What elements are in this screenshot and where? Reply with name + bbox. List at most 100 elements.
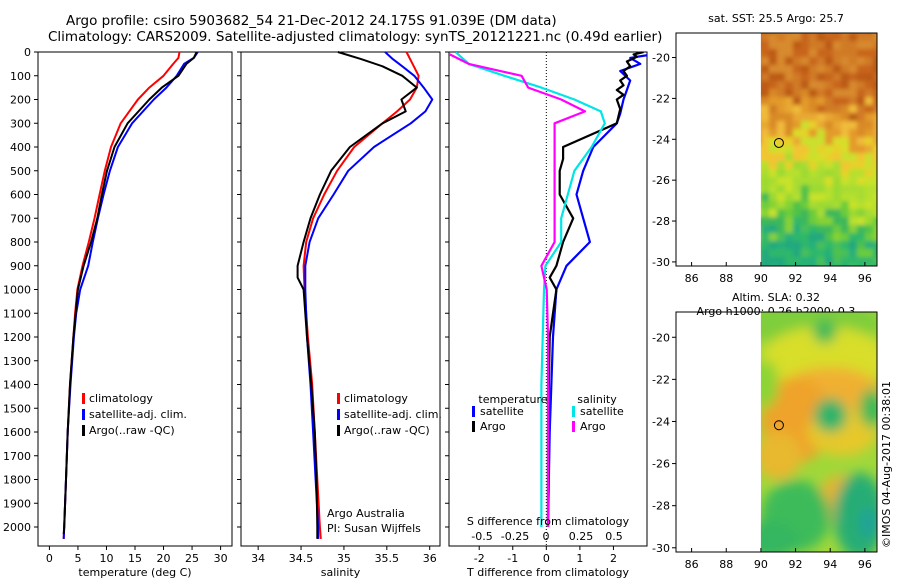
sst-cell bbox=[816, 145, 826, 154]
sst-cell bbox=[784, 49, 794, 58]
sal-legend-label: Argo(..raw -QC) bbox=[344, 424, 430, 437]
sst-cell bbox=[768, 209, 778, 218]
sst-cell bbox=[824, 121, 834, 130]
sst-cell bbox=[808, 89, 818, 98]
sal-legend-label: climatology bbox=[344, 392, 408, 405]
sst-cell bbox=[816, 33, 826, 42]
sst-cell bbox=[872, 193, 877, 202]
sst-cell bbox=[872, 217, 877, 226]
sst-cell bbox=[784, 105, 794, 114]
sst-cell bbox=[832, 49, 842, 58]
sst-cell bbox=[760, 153, 770, 162]
diff-S-tick-label: 0.25 bbox=[569, 530, 594, 543]
sst-cell bbox=[824, 105, 834, 114]
sst-cell bbox=[792, 145, 802, 154]
sst-cell bbox=[848, 121, 858, 130]
temp-legend-swatch bbox=[82, 393, 85, 404]
depth-tick-label: 600 bbox=[10, 189, 31, 202]
sst-cell bbox=[808, 57, 818, 66]
sst-cell bbox=[856, 113, 866, 122]
sst-cell bbox=[824, 97, 834, 106]
sst-cell bbox=[800, 249, 810, 258]
sst-cell bbox=[760, 185, 762, 194]
sst-cell bbox=[760, 241, 762, 250]
sst-cell bbox=[824, 233, 834, 242]
sst-cell bbox=[776, 121, 786, 130]
diff-T-tick-label: -1 bbox=[507, 552, 518, 565]
sst-cell bbox=[808, 153, 818, 162]
sst-cell bbox=[784, 137, 794, 146]
sst-cell bbox=[760, 145, 762, 154]
sst-cell bbox=[824, 137, 834, 146]
sst-cell bbox=[792, 81, 802, 90]
sst-cell bbox=[816, 49, 826, 58]
sst-cell bbox=[776, 89, 786, 98]
sst-cell bbox=[792, 113, 802, 122]
sst-cell bbox=[872, 81, 877, 90]
argo-position-marker bbox=[773, 137, 784, 148]
sst-cell bbox=[792, 153, 802, 162]
sst-cell bbox=[760, 57, 762, 66]
sla-blob bbox=[859, 388, 877, 428]
sst-cell bbox=[808, 233, 818, 242]
sst-cell bbox=[864, 73, 874, 82]
sst-cell bbox=[864, 257, 874, 266]
sst-cell bbox=[840, 129, 850, 138]
sst-cell bbox=[840, 81, 850, 90]
sst-cell bbox=[808, 137, 818, 146]
sst-cell bbox=[824, 57, 834, 66]
sst-cell bbox=[864, 121, 874, 130]
sst-cell bbox=[840, 185, 850, 194]
sst-cell bbox=[816, 121, 826, 130]
temp-series-satellite bbox=[62, 51, 199, 539]
sst-cell bbox=[824, 257, 834, 266]
sst-cell bbox=[816, 257, 826, 266]
sst-cell bbox=[856, 193, 866, 202]
sst-cell bbox=[760, 249, 770, 258]
sst-cell bbox=[816, 57, 826, 66]
sst-cell bbox=[776, 225, 786, 234]
sst_map-field bbox=[760, 33, 890, 266]
sst-cell bbox=[832, 57, 842, 66]
sst-cell bbox=[784, 73, 794, 82]
sst-cell bbox=[768, 145, 778, 154]
sst-cell bbox=[872, 169, 877, 178]
sst-cell bbox=[792, 217, 802, 226]
sst-cell bbox=[840, 161, 850, 170]
sst-cell bbox=[800, 65, 810, 74]
sst-cell bbox=[864, 193, 874, 202]
sst-cell bbox=[808, 113, 818, 122]
sst-cell bbox=[832, 233, 842, 242]
sal-x-tick-label: 36 bbox=[423, 552, 437, 565]
sst-cell bbox=[776, 249, 786, 258]
temp-x-tick-label: 10 bbox=[99, 552, 113, 565]
sst-cell bbox=[792, 161, 802, 170]
sst-cell bbox=[856, 185, 866, 194]
sst-cell bbox=[824, 217, 834, 226]
sst-cell bbox=[816, 65, 826, 74]
sst-cell bbox=[784, 153, 794, 162]
sst-cell bbox=[832, 217, 842, 226]
sst-cell bbox=[760, 225, 770, 234]
sst-cell bbox=[816, 153, 826, 162]
sst-cell bbox=[816, 105, 826, 114]
sst-cell bbox=[816, 169, 826, 178]
sst-cell bbox=[760, 121, 770, 130]
sst-cell bbox=[784, 209, 794, 218]
sst-cell bbox=[848, 33, 858, 42]
sst-cell bbox=[881, 49, 890, 58]
sst-cell bbox=[784, 81, 794, 90]
sst-cell bbox=[784, 217, 794, 226]
sst-cell bbox=[848, 113, 858, 122]
sst-cell bbox=[832, 257, 842, 266]
sst-cell bbox=[824, 129, 834, 138]
sst-cell bbox=[792, 185, 802, 194]
map-y-tick-label: -24 bbox=[652, 133, 670, 146]
sst-cell bbox=[760, 65, 770, 74]
depth-tick-label: 1400 bbox=[3, 379, 31, 392]
sst-cell bbox=[776, 209, 786, 218]
sst-cell bbox=[816, 249, 826, 258]
sst-cell bbox=[760, 209, 770, 218]
sst-cell bbox=[848, 225, 858, 234]
sst-cell bbox=[760, 185, 770, 194]
